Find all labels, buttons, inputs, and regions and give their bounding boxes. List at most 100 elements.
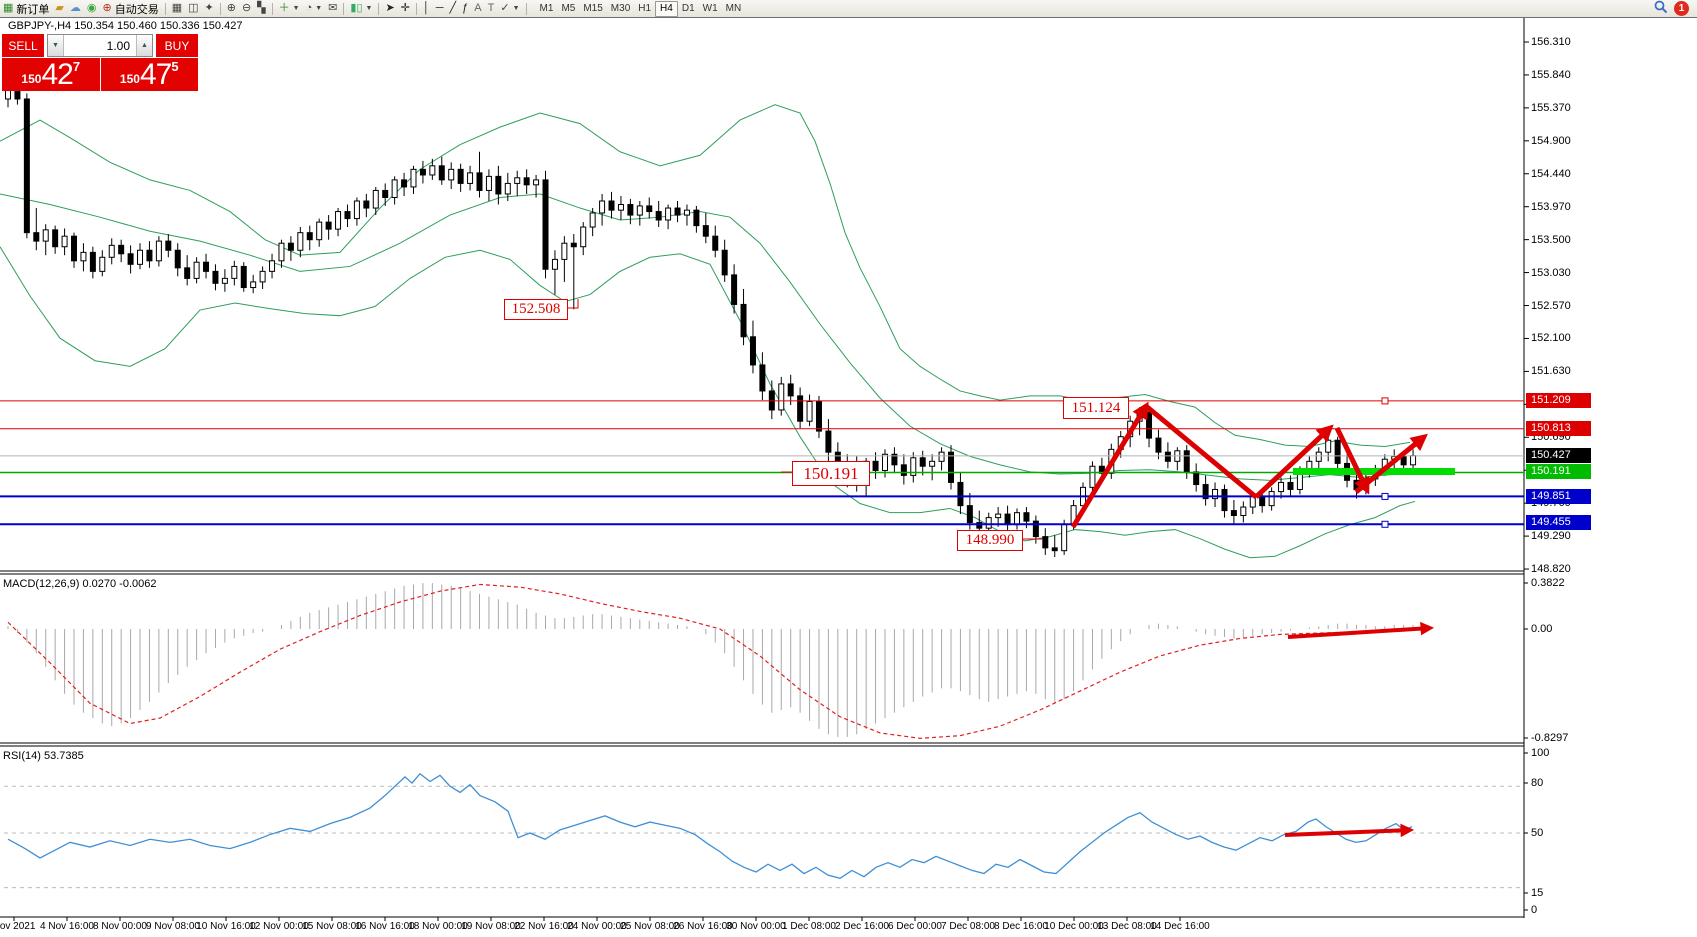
indicator-axis-label: 15 xyxy=(1531,887,1544,899)
trend-arrows[interactable] xyxy=(1070,401,1435,838)
shapes-button[interactable]: ✓ ▼ xyxy=(497,1,522,16)
volume-input[interactable]: 1.00 xyxy=(106,38,130,53)
mail-icon: ✉ xyxy=(328,2,338,14)
time-axis-label: 25 Nov 08:00 xyxy=(620,921,680,932)
time-axis-label: 22 Nov 16:00 xyxy=(514,921,574,932)
rsi-indicator xyxy=(4,772,1520,889)
price-axis-label: 153.500 xyxy=(1531,233,1571,246)
time-axis-label: 8 Dec 16:00 xyxy=(994,921,1048,932)
time-axis-label: 10 Nov 16:00 xyxy=(196,921,256,932)
price-axis-label: 154.900 xyxy=(1531,134,1571,147)
fibonacci-button[interactable]: ƒ xyxy=(459,1,471,16)
compass-icon: ✦ xyxy=(204,2,214,14)
label-148990[interactable]: 148.990 xyxy=(957,530,1023,551)
cursor-icon: ➤ xyxy=(385,2,395,14)
chart-symbol-header: GBPJPY-,H4 150.354 150.460 150.336 150.4… xyxy=(8,20,243,32)
zoom-in-button[interactable]: ⊕ xyxy=(224,1,239,16)
sell-price-pips: 42 xyxy=(41,58,73,91)
price-axis-label: 148.820 xyxy=(1531,563,1571,576)
chart-type-button[interactable]: ▮▯ ▼ xyxy=(347,1,375,16)
time-axis-label: 13 Dec 08:00 xyxy=(1097,921,1157,932)
toolbar-separator xyxy=(525,2,527,15)
new-chart-button[interactable]: ＋ ▼ xyxy=(276,1,303,16)
vline-button[interactable]: │ xyxy=(420,1,433,16)
price-tag-149.851: 149.851 xyxy=(1526,489,1591,504)
price-axis-label: 156.310 xyxy=(1531,36,1571,48)
buy-price-pips: 47 xyxy=(139,58,172,91)
timeframe-w1[interactable]: W1 xyxy=(702,3,718,14)
indicator-axis-label: -0.8297 xyxy=(1531,732,1569,744)
timeframe-h1[interactable]: H1 xyxy=(638,3,652,14)
new-order-button[interactable]: ▦ 新订单 xyxy=(0,1,52,16)
time-axis-label: 26 Nov 16:00 xyxy=(673,921,733,932)
time-axis-label: 7 Dec 08:00 xyxy=(941,921,995,932)
timeframe-m15[interactable]: M15 xyxy=(583,3,603,14)
new-order-button-label: 新订单 xyxy=(16,3,50,16)
price-tag-150.813: 150.813 xyxy=(1526,421,1591,436)
search-icon[interactable] xyxy=(1654,0,1668,17)
timeframe-h4[interactable]: H4 xyxy=(655,0,678,17)
zoom-out-icon: ⊖ xyxy=(241,2,252,14)
navigator-button[interactable]: ✦ xyxy=(202,1,217,16)
cloud-icon-button[interactable]: ☁ xyxy=(67,1,84,16)
timeframe-d1[interactable]: D1 xyxy=(681,3,695,14)
label-152508[interactable]: 152.508 xyxy=(504,299,568,320)
profiles-button[interactable]: ◔ ▼ xyxy=(303,1,326,16)
time-axis-label: 16 Nov 16:00 xyxy=(355,921,415,932)
text-button[interactable]: A xyxy=(471,1,484,16)
buy-price-big-figure: 150 xyxy=(119,72,140,86)
timeframe-m1[interactable]: M1 xyxy=(539,3,554,14)
trendline-button[interactable]: ╱ xyxy=(447,1,460,16)
timeframe-m5[interactable]: M5 xyxy=(561,3,576,14)
vline-icon: │ xyxy=(422,2,430,14)
cursor-button[interactable]: ➤ xyxy=(382,1,397,16)
signal-icon-button[interactable]: ◉ xyxy=(84,1,100,16)
zoom-in-icon: ⊕ xyxy=(226,2,236,14)
mail-button[interactable]: ✉ xyxy=(325,1,340,16)
crosshair-button[interactable]: ✛ xyxy=(398,1,413,16)
time-axis-label: 14 Dec 16:00 xyxy=(1150,921,1210,932)
data-window-button[interactable]: ◫ xyxy=(185,1,201,16)
time-axis-label: 15 Nov 08:00 xyxy=(302,921,362,932)
time-axis-label: 2 Dec 16:00 xyxy=(835,921,889,932)
buy-price[interactable]: 150 47 5 xyxy=(100,58,198,91)
horizontal-level-lines[interactable] xyxy=(0,397,1524,528)
volume-up-button[interactable]: ▲ xyxy=(136,35,152,56)
sell-button[interactable]: SELL xyxy=(2,34,44,57)
macd-label: MACD(12,26,9) 0.0270 -0.0062 xyxy=(3,578,157,590)
candlestick-series xyxy=(5,81,1417,558)
notification-badge[interactable]: 1 xyxy=(1674,1,1689,16)
time-axis-label: 6 Dec 00:00 xyxy=(888,921,942,932)
candles-icon: ▮▯ xyxy=(350,2,363,14)
market-watch-button[interactable]: ▦ xyxy=(169,1,185,16)
price-axis-label: 149.290 xyxy=(1531,530,1571,543)
hline-button[interactable]: ─ xyxy=(433,1,447,16)
cloud-icon: ☁ xyxy=(69,2,81,14)
price-axis-label: 153.030 xyxy=(1531,266,1571,279)
one-click-trading-panel: SELL ▼ 1.00 ▲ BUY 150 42 7 150 47 5 xyxy=(2,34,198,91)
time-axis-label: 24 Nov 00:00 xyxy=(567,921,627,932)
time-axis-label: 12 Nov 00:00 xyxy=(249,921,309,932)
label-151124[interactable]: 151.124 xyxy=(1063,397,1129,419)
price-axis-label: 152.100 xyxy=(1531,332,1571,345)
timeframe-mn[interactable]: MN xyxy=(725,3,742,14)
macd-indicator xyxy=(7,583,1426,739)
label-150191[interactable]: 150.191 xyxy=(792,461,870,486)
timeframe-m30[interactable]: M30 xyxy=(610,3,631,14)
label-button[interactable]: T xyxy=(485,1,498,16)
indicator-axis-label: 0.3822 xyxy=(1531,577,1565,589)
buy-button[interactable]: BUY xyxy=(156,34,198,57)
zoom-out-button[interactable]: ⊖ xyxy=(239,1,254,16)
auto-trading-button[interactable]: ⊕ 自动交易 xyxy=(99,1,161,16)
toolbar-separator xyxy=(343,2,345,15)
trendline-icon: ╱ xyxy=(449,2,457,14)
toolbar-separator xyxy=(271,2,273,15)
auto-trading-button-label: 自动交易 xyxy=(114,3,159,16)
volume-down-button[interactable]: ▼ xyxy=(48,35,64,56)
new-order-icon: ▦ xyxy=(3,2,14,14)
gold-icon-button[interactable]: ▰ xyxy=(52,1,66,16)
sell-price[interactable]: 150 42 7 xyxy=(2,58,100,91)
indicator-axis-label: 0.00 xyxy=(1531,623,1553,635)
tile-windows-button[interactable]: ▚ xyxy=(254,1,268,16)
